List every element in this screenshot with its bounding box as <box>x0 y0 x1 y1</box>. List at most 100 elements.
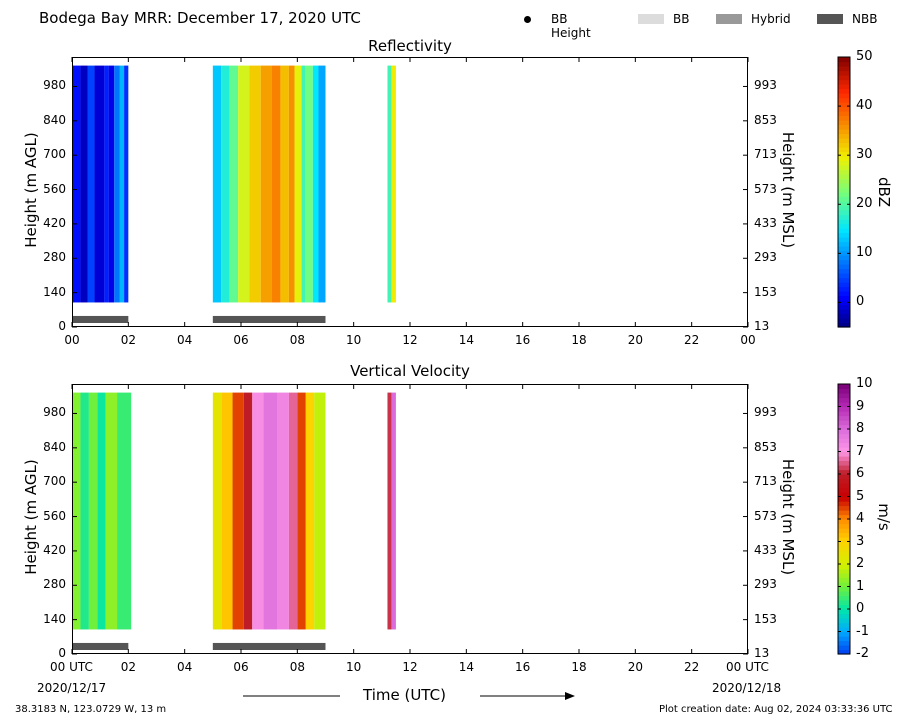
heatmap-band <box>305 392 315 630</box>
colorbar-segment <box>838 640 850 646</box>
colorbar-segment <box>838 246 850 252</box>
heatmap-band <box>212 392 222 630</box>
colorbar-segment <box>838 564 850 570</box>
colorbar-segment <box>838 397 850 403</box>
y-tick-label-right: 713 <box>754 474 777 489</box>
x-tick-label: 14 <box>458 660 474 674</box>
colorbar-segment <box>838 57 850 63</box>
y-tick-label-left: 420 <box>43 542 66 557</box>
colorbar-segment <box>838 79 850 85</box>
legend-swatch <box>716 14 742 24</box>
colorbar-segment <box>838 442 850 448</box>
colorbar-segment <box>838 304 850 310</box>
colorbar-tick-label: 10 <box>856 376 873 391</box>
colorbar-segment <box>838 573 850 579</box>
colorbar-segment <box>838 88 850 94</box>
colorbar-tick-label: 9 <box>856 398 865 414</box>
colorbar-segment <box>838 555 850 561</box>
colorbar-segment <box>838 318 850 324</box>
colorbar-segment <box>838 106 850 112</box>
colorbar-tick-label: 30 <box>856 147 873 163</box>
y-tick-label-left: 980 <box>43 78 66 93</box>
colorbar-frame <box>837 56 851 328</box>
x-tick-label: 00 UTC <box>50 660 93 674</box>
y-tick-label-left: 700 <box>43 147 66 162</box>
colorbar-segment <box>838 487 850 493</box>
heatmap-band <box>88 392 98 630</box>
colorbar-segment <box>838 496 850 502</box>
colorbar-segment <box>838 541 850 547</box>
x-tick-label: 22 <box>684 333 700 347</box>
colorbar-segment <box>838 309 850 315</box>
heatmap-band <box>318 65 326 303</box>
colorbar-segment <box>838 393 850 399</box>
colorbar-segment <box>838 505 850 511</box>
y-tick-label-left: 0 <box>58 319 66 333</box>
colorbar-tick-label: 8 <box>856 421 865 436</box>
x-tick-label: 08 <box>289 333 305 347</box>
colorbar-tick-label: 50 <box>856 49 873 64</box>
colorbar-segment <box>838 322 850 328</box>
velocity-plot-frame <box>72 384 748 654</box>
colorbar-segment <box>838 124 850 130</box>
y-tick-label-right: 13 <box>754 646 770 660</box>
x-tick-label: 18 <box>571 333 587 347</box>
heatmap-band <box>221 392 233 630</box>
colorbar-segment <box>838 447 850 453</box>
x-tick-label: 06 <box>233 660 249 674</box>
heatmap-band <box>277 392 289 630</box>
colorbar-segment <box>838 66 850 72</box>
colorbar-segment <box>838 291 850 297</box>
x-tick-label: 20 <box>627 660 643 674</box>
heatmap-band <box>108 65 115 303</box>
classification-bar <box>212 642 326 650</box>
heatmap-band <box>72 392 81 630</box>
colorbar-segment <box>838 384 850 390</box>
heatmap-band <box>212 65 222 303</box>
y-tick-label-left: 560 <box>43 181 66 196</box>
colorbar-segment <box>838 406 850 412</box>
colorbar-tick-label: 6 <box>856 466 865 481</box>
y-tick-label-right: 153 <box>754 611 777 626</box>
colorbar-segment <box>838 474 850 480</box>
y-tick-label-right: 293 <box>754 250 777 265</box>
heatmap-band <box>249 65 261 303</box>
colorbar-segment <box>838 559 850 565</box>
colorbar-segment <box>838 147 850 153</box>
y-tick-label-left: 140 <box>43 611 66 626</box>
colorbar-segment <box>838 196 850 202</box>
x-tick-label: 16 <box>515 333 531 347</box>
colorbar-segment <box>838 174 850 180</box>
colorbar-segment <box>838 156 850 162</box>
colorbar-tick-label: 0 <box>856 294 865 310</box>
x-tick-label: 12 <box>402 660 418 674</box>
colorbar-segment <box>838 160 850 166</box>
y-tick-label-left: 420 <box>43 215 66 230</box>
colorbar-segment <box>838 187 850 193</box>
x-tick-label: 02 <box>120 333 136 347</box>
colorbar-segment <box>838 61 850 67</box>
colorbar-segment <box>838 264 850 270</box>
y-tick-label-right: 433 <box>754 542 777 557</box>
classification-bar <box>212 315 326 323</box>
heatmap-band <box>391 392 396 630</box>
y-tick-label-right: 713 <box>754 147 777 162</box>
x-tick-label: 14 <box>458 333 474 347</box>
colorbar-segment <box>838 210 850 216</box>
heatmap-band <box>238 65 250 303</box>
colorbar-segment <box>838 84 850 90</box>
page-title: Bodega Bay MRR: December 17, 2020 UTC <box>39 9 361 27</box>
date-end: 2020/12/18 <box>712 681 782 695</box>
x-tick-label: 22 <box>684 660 700 674</box>
heatmap-band <box>119 65 125 303</box>
heatmap-band <box>229 65 239 303</box>
x-tick-label: 12 <box>402 333 418 347</box>
colorbar-segment <box>838 183 850 189</box>
legend-label: NBB <box>852 12 878 26</box>
colorbar-segment <box>838 456 850 462</box>
x-tick-label: 04 <box>177 660 193 674</box>
colorbar-segment <box>838 300 850 306</box>
colorbar-segment <box>838 192 850 198</box>
date-start: 2020/12/17 <box>37 681 107 695</box>
colorbar-segment <box>838 219 850 225</box>
